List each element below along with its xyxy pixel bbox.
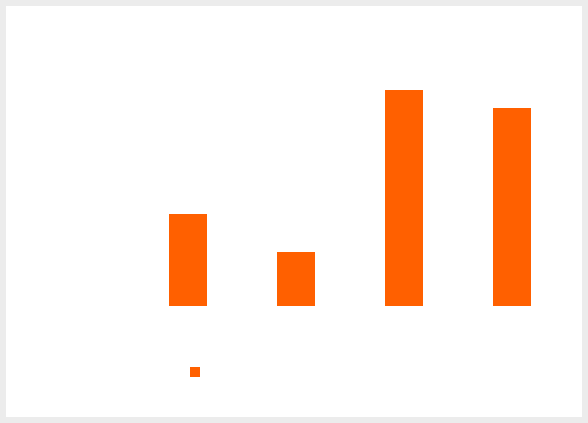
bar-3	[385, 90, 423, 306]
bar-2	[277, 252, 315, 306]
legend-swatch	[190, 367, 200, 377]
bar-chart	[169, 90, 531, 377]
chart-panel	[6, 6, 582, 417]
legend	[190, 367, 200, 377]
bar-1	[169, 214, 207, 306]
bars-group	[169, 90, 531, 306]
bar-4	[493, 108, 531, 306]
